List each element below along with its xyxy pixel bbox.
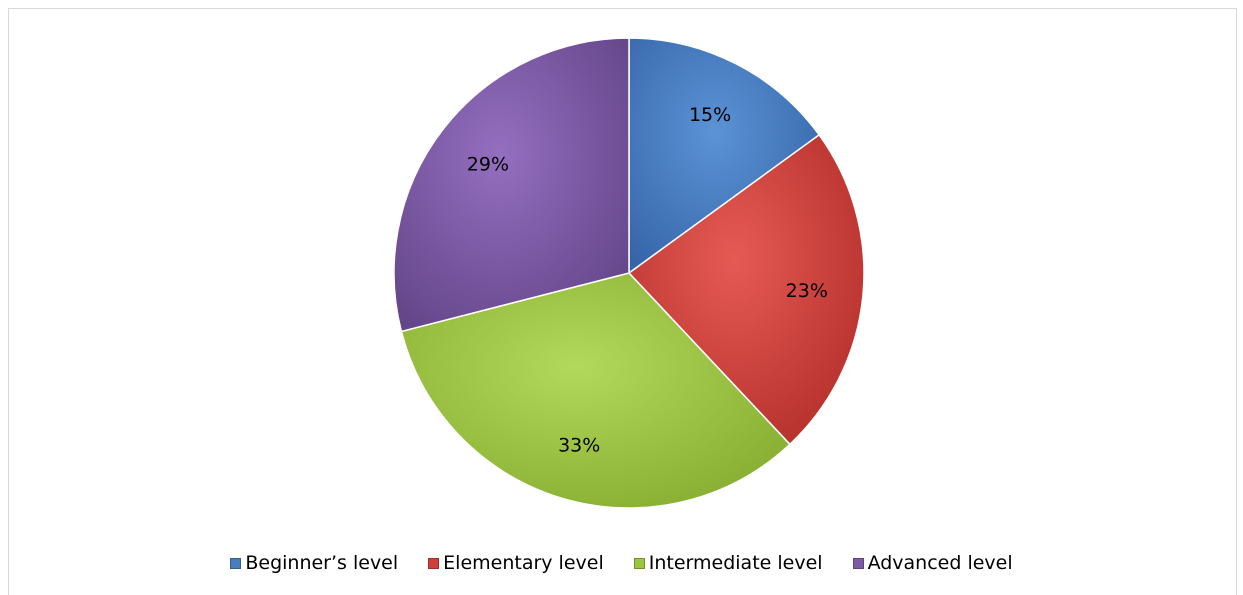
chart-legend: Beginner’s level Elementary level Interm… <box>0 548 1243 578</box>
legend-item-intermediate: Intermediate level <box>633 552 823 574</box>
pie-slice-elementary <box>627 133 865 446</box>
pie-slice-beginner <box>628 37 821 275</box>
data-label-advanced: 29% <box>467 154 509 176</box>
data-label-elementary: 23% <box>786 280 828 302</box>
legend-item-elementary: Elementary level <box>428 552 604 574</box>
pie-slice-intermediate <box>400 272 791 509</box>
legend-label-beginner: Beginner’s level <box>245 552 399 574</box>
legend-label-advanced: Advanced level <box>867 552 1013 574</box>
legend-item-advanced: Advanced level <box>852 552 1013 574</box>
legend-swatch-intermediate <box>633 557 645 569</box>
data-label-intermediate: 33% <box>558 435 600 457</box>
legend-label-intermediate: Intermediate level <box>648 552 823 574</box>
legend-item-beginner: Beginner’s level <box>230 552 398 574</box>
legend-swatch-elementary <box>428 557 440 569</box>
legend-label-elementary: Elementary level <box>443 552 604 574</box>
legend-swatch-advanced <box>852 557 864 569</box>
data-label-beginner: 15% <box>689 104 731 126</box>
pie-slice-advanced <box>393 37 630 333</box>
legend-swatch-beginner <box>230 557 242 569</box>
